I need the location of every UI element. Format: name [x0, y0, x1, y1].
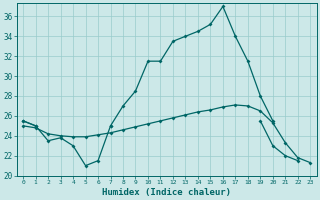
- X-axis label: Humidex (Indice chaleur): Humidex (Indice chaleur): [102, 188, 231, 197]
